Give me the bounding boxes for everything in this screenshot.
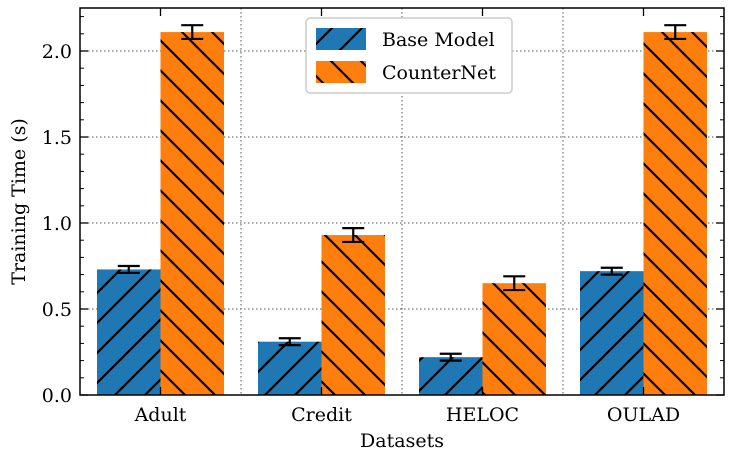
legend-swatch-counternet: [316, 61, 366, 83]
x-tick-label-heloc: HELOC: [446, 404, 519, 426]
legend-swatch-base-model: [316, 28, 366, 50]
y-tick-label: 0.5: [42, 299, 72, 321]
x-tick-label-adult: Adult: [134, 404, 187, 426]
y-tick-label: 0.0: [42, 385, 72, 407]
error-bars: [117, 24, 687, 362]
error-bar-counternet-credit: [342, 227, 365, 244]
axes: [79, 7, 725, 396]
error-bar-counternet-oulad: [664, 24, 687, 41]
x-tick-label-oulad: OULAD: [607, 404, 680, 426]
error-bar-counternet-heloc: [503, 275, 526, 292]
y-tick-label: 2.0: [42, 41, 72, 63]
tick-labels: 0.0 0.5 1.0 1.5 2.0 Adult Credit HELOC OULAD: [42, 41, 680, 426]
bar-counternet-oulad: [643, 32, 707, 395]
legend-label-base-model: Base Model: [382, 29, 495, 51]
error-bar-base-model-credit: [278, 337, 301, 347]
bars: [97, 32, 707, 395]
bar-counternet-credit: [321, 235, 385, 395]
legend: Base Model CounterNet: [305, 17, 513, 94]
bar-counternet-adult: [160, 32, 224, 395]
bar-base-model-heloc: [419, 357, 483, 395]
bar-counternet-heloc: [482, 283, 546, 395]
bar-base-model-credit: [258, 341, 322, 395]
error-bar-base-model-oulad: [600, 266, 623, 276]
bar-base-model-oulad: [580, 271, 644, 395]
x-tick-label-credit: Credit: [291, 404, 352, 426]
y-tick-label: 1.5: [42, 127, 72, 149]
plot-frame: [79, 7, 725, 396]
error-bar-counternet-adult: [181, 24, 204, 41]
y-tick-label: 1.0: [42, 213, 72, 235]
error-bar-base-model-heloc: [439, 352, 462, 362]
y-axis-title: Training Time (s): [8, 118, 30, 285]
bar-base-model-adult: [97, 269, 161, 395]
x-axis-title: Datasets: [360, 430, 444, 452]
legend-label-counternet: CounterNet: [382, 62, 496, 84]
error-bar-base-model-adult: [117, 264, 140, 274]
